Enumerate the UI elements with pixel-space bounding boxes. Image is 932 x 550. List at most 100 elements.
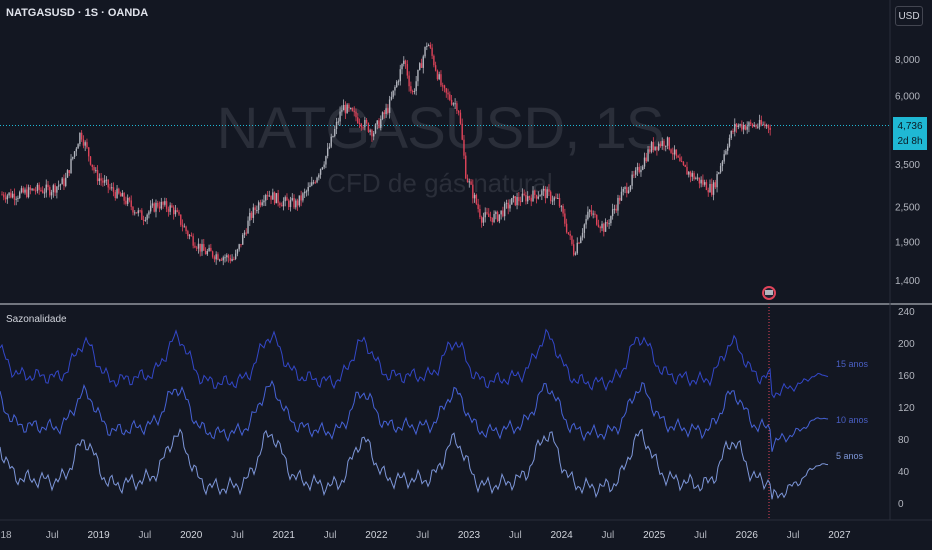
candle-body: [626, 187, 628, 194]
candle-body: [675, 149, 678, 156]
candle-body: [668, 137, 670, 150]
candle-body: [378, 120, 380, 128]
candle-body: [227, 255, 230, 259]
candle-body: [158, 206, 161, 209]
candle-body: [206, 251, 209, 255]
candle-body: [523, 193, 525, 196]
candle-body: [601, 223, 603, 229]
candle-body: [703, 182, 706, 185]
candle-body: [505, 202, 508, 204]
candle-body: [197, 243, 200, 249]
candle-body: [181, 224, 184, 227]
candle-body: [142, 219, 145, 221]
time-tick-label: 18: [0, 530, 12, 541]
candle-body: [475, 194, 478, 204]
candle-body: [31, 188, 33, 190]
seasonality-tick-label: 40: [898, 467, 910, 478]
candle-body: [367, 123, 370, 132]
candle-body: [185, 226, 187, 232]
time-tick-label: Jul: [416, 530, 429, 541]
candle-body: [693, 173, 695, 180]
candle-body: [374, 124, 377, 134]
candle-body: [77, 144, 79, 149]
indicator-label[interactable]: Sazonalidade: [6, 314, 67, 325]
candle-body: [277, 193, 279, 203]
candle-body: [440, 74, 442, 86]
candle-body: [369, 130, 371, 132]
candle-body: [236, 249, 239, 254]
candle-body: [289, 200, 292, 208]
candle-body: [617, 197, 619, 211]
time-tick-label: 2025: [643, 530, 666, 541]
candle-body: [282, 201, 285, 207]
candle-body: [8, 192, 10, 196]
candle-body: [725, 150, 727, 155]
candle-body: [553, 197, 555, 201]
candle-body: [26, 189, 28, 197]
candle-body: [328, 146, 331, 149]
candle-body: [121, 192, 124, 197]
candle-body: [314, 182, 316, 184]
current-price-badge: 4,736 2d 8h: [893, 117, 927, 150]
seasonality-tick-label: 160: [898, 371, 915, 382]
time-tick-label: 2022: [365, 530, 388, 541]
candle-body: [196, 247, 198, 249]
candle-body: [564, 213, 566, 224]
candle-body: [530, 197, 532, 202]
candle-body: [449, 94, 451, 100]
candle-body: [597, 224, 600, 227]
candle-body: [719, 165, 722, 173]
candle-body: [190, 235, 193, 237]
price-tick-label: 1,400: [895, 276, 920, 287]
candle-body: [61, 178, 63, 185]
candle-body: [357, 117, 359, 124]
candle-body: [334, 129, 336, 137]
candle-body: [116, 188, 118, 199]
candle-body: [477, 203, 479, 209]
candle-body: [20, 188, 23, 193]
candle-body: [732, 131, 734, 133]
candle-body: [326, 148, 329, 157]
candle-body: [452, 103, 455, 105]
price-tick-label: 8,000: [895, 55, 920, 66]
candle-body: [656, 146, 658, 150]
candle-body: [341, 110, 343, 112]
candle-body: [332, 136, 334, 138]
candle-body: [371, 130, 373, 137]
candle-body: [762, 124, 764, 126]
candle-body: [500, 210, 502, 215]
candle-body: [362, 127, 364, 129]
candle-body: [767, 125, 770, 128]
candle-body: [672, 152, 674, 155]
candle-body: [40, 189, 42, 191]
candle-body: [495, 211, 497, 215]
candle-body: [688, 171, 690, 175]
candle-body: [266, 195, 269, 197]
candle-body: [576, 242, 578, 254]
candle-body: [764, 124, 766, 127]
candle-body: [649, 149, 651, 152]
candle-body: [151, 203, 154, 206]
candle-body: [401, 63, 403, 70]
candle-body: [537, 196, 540, 199]
candle-body: [535, 194, 538, 199]
candle-body: [493, 214, 495, 223]
candle-body: [512, 196, 515, 199]
candle-body: [98, 178, 101, 182]
candle-body: [47, 184, 49, 188]
candle-body: [210, 247, 212, 252]
candle-body: [661, 140, 663, 147]
candle-body: [611, 209, 614, 217]
candle-body: [358, 123, 361, 125]
candle-body: [303, 191, 306, 194]
time-tick-label: Jul: [46, 530, 59, 541]
candle-body: [709, 183, 711, 193]
candle-body: [604, 222, 607, 232]
symbol-title[interactable]: NATGASUSD · 1S · OANDA: [6, 7, 149, 19]
candle-body: [229, 258, 232, 261]
currency-button[interactable]: USD: [895, 6, 923, 26]
candle-body: [640, 169, 642, 173]
candle-body: [325, 156, 327, 165]
candle-body: [118, 188, 120, 194]
